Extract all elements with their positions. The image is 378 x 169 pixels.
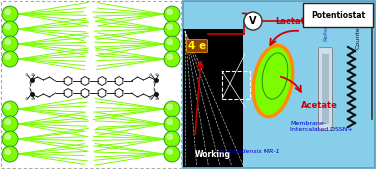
Bar xyxy=(183,29,243,167)
Text: $\oplus$: $\oplus$ xyxy=(154,71,159,78)
Text: $\ominus$: $\ominus$ xyxy=(24,71,29,78)
Ellipse shape xyxy=(253,45,293,117)
FancyBboxPatch shape xyxy=(319,47,333,130)
Text: V: V xyxy=(249,16,257,26)
Circle shape xyxy=(164,51,180,67)
Text: 4 e: 4 e xyxy=(188,41,206,51)
Text: $\oplus$: $\oplus$ xyxy=(30,95,35,102)
Circle shape xyxy=(5,54,10,59)
Circle shape xyxy=(2,6,18,22)
Circle shape xyxy=(2,51,18,67)
Circle shape xyxy=(164,146,180,162)
Circle shape xyxy=(164,131,180,147)
Text: Counter: Counter xyxy=(355,24,361,49)
Text: $\oplus$: $\oplus$ xyxy=(154,95,159,102)
Text: I: I xyxy=(29,81,30,85)
Circle shape xyxy=(5,134,10,139)
Circle shape xyxy=(5,149,10,154)
Text: S. oneidensis MR-1: S. oneidensis MR-1 xyxy=(220,149,280,154)
Circle shape xyxy=(164,101,180,117)
Text: I: I xyxy=(153,87,154,91)
Text: Lactate: Lactate xyxy=(275,17,311,26)
Circle shape xyxy=(167,54,172,59)
Circle shape xyxy=(2,131,18,147)
Text: Acetate: Acetate xyxy=(301,101,338,110)
Circle shape xyxy=(2,116,18,132)
Text: $\ominus$: $\ominus$ xyxy=(148,71,153,78)
Circle shape xyxy=(167,134,172,139)
Circle shape xyxy=(167,119,172,124)
Text: Potentiostat: Potentiostat xyxy=(311,10,365,20)
Circle shape xyxy=(167,149,172,154)
Text: I: I xyxy=(153,81,154,85)
Circle shape xyxy=(167,24,172,29)
Circle shape xyxy=(5,24,10,29)
Circle shape xyxy=(164,116,180,132)
Circle shape xyxy=(2,21,18,37)
Circle shape xyxy=(5,119,10,124)
Circle shape xyxy=(5,39,10,44)
Circle shape xyxy=(5,9,10,14)
Text: $\oplus$: $\oplus$ xyxy=(30,71,35,78)
Circle shape xyxy=(164,21,180,37)
Circle shape xyxy=(164,6,180,22)
Text: I: I xyxy=(29,87,30,91)
FancyBboxPatch shape xyxy=(183,1,375,168)
FancyBboxPatch shape xyxy=(322,54,329,124)
Text: Membrane-
Intercalated DSSN+: Membrane- Intercalated DSSN+ xyxy=(290,121,353,132)
Text: Working: Working xyxy=(195,150,231,159)
Text: $\ominus$: $\ominus$ xyxy=(148,95,153,102)
Circle shape xyxy=(167,104,172,109)
Circle shape xyxy=(164,36,180,52)
Circle shape xyxy=(2,101,18,117)
Circle shape xyxy=(244,12,262,30)
Circle shape xyxy=(5,104,10,109)
Circle shape xyxy=(2,36,18,52)
Text: Reference: Reference xyxy=(323,9,328,41)
FancyBboxPatch shape xyxy=(303,3,373,27)
Circle shape xyxy=(167,9,172,14)
Circle shape xyxy=(2,146,18,162)
Text: $\ominus$: $\ominus$ xyxy=(24,95,29,102)
Circle shape xyxy=(167,39,172,44)
